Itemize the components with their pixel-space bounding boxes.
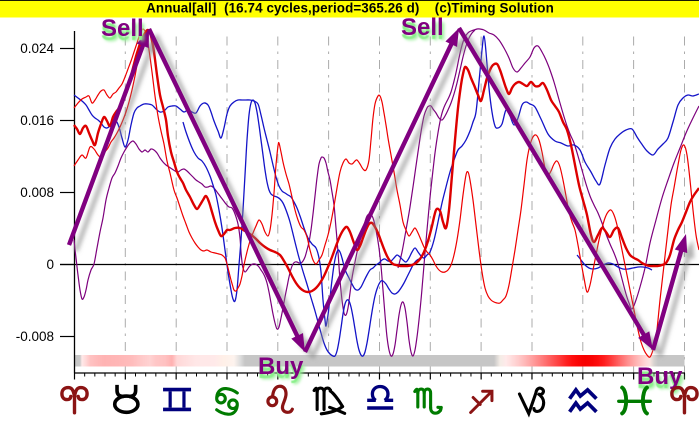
svg-text:Buy: Buy	[637, 363, 683, 390]
svg-text:Annual[all] (16.74 cycles,per: Annual[all] (16.74 cycles,period=365.26 …	[146, 1, 554, 16]
svg-text:0.024: 0.024	[20, 41, 54, 56]
svg-text:0.016: 0.016	[20, 113, 54, 128]
svg-text:0: 0	[46, 257, 54, 272]
svg-text:-0.008: -0.008	[16, 329, 54, 344]
svg-text:0.008: 0.008	[20, 185, 54, 200]
svg-text:Sell: Sell	[401, 14, 444, 41]
svg-text:Sell: Sell	[101, 15, 144, 42]
svg-text:Buy: Buy	[258, 353, 304, 380]
